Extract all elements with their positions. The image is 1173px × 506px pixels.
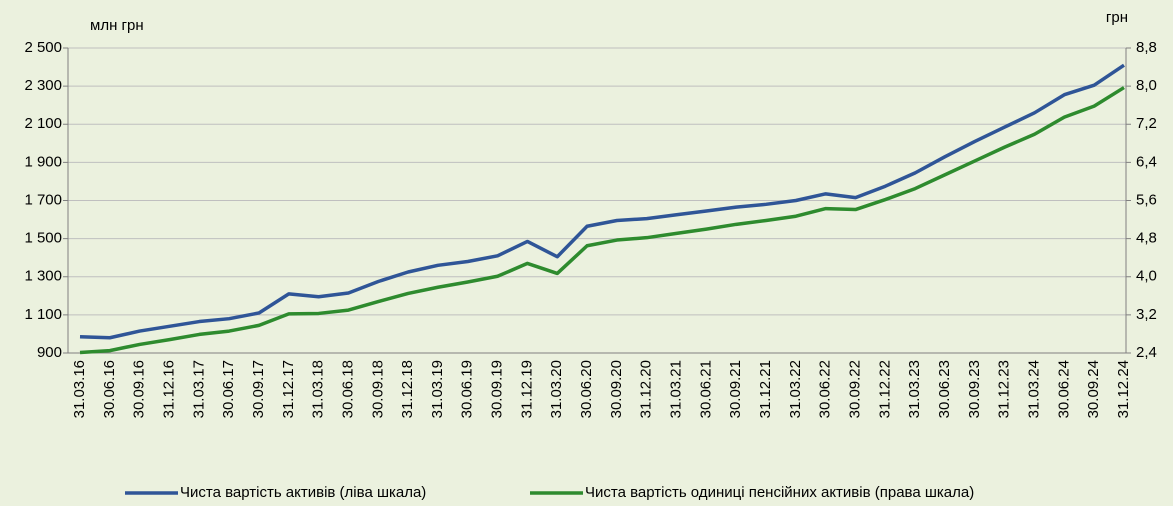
x-tick-label: 30.09.20 (608, 360, 625, 418)
y2-tick-label: 3,2 (1136, 306, 1157, 323)
x-tick-label: 30.09.19 (489, 360, 506, 418)
x-tick-label: 30.09.24 (1085, 360, 1102, 418)
x-tick-label: 31.12.21 (757, 360, 774, 418)
x-tick-label: 31.12.23 (996, 360, 1013, 418)
x-tick-label: 30.09.17 (250, 360, 267, 418)
y2-tick-label: 7,2 (1136, 115, 1157, 132)
x-tick-label: 31.03.21 (668, 360, 685, 418)
x-tick-label: 31.12.20 (638, 360, 655, 418)
x-tick-label: 31.03.17 (190, 360, 207, 418)
x-tick-label: 31.03.16 (71, 360, 88, 418)
x-tick-label: 31.03.24 (1025, 360, 1042, 418)
x-tick-label: 31.03.20 (548, 360, 565, 418)
x-tick-label: 31.03.22 (787, 360, 804, 418)
y-axis-label: млн грн (90, 17, 144, 34)
x-tick-label: 31.12.19 (518, 360, 535, 418)
y-tick-label: 900 (37, 344, 62, 361)
line (79, 63, 1125, 340)
x-tick-label: 31.12.16 (160, 360, 177, 418)
x-tick-label: 30.09.21 (727, 360, 744, 418)
line (79, 86, 1125, 355)
x-tick-label: 30.09.18 (369, 360, 386, 418)
x-tick-label: 30.06.17 (220, 360, 237, 418)
x-tick-label: 30.06.18 (339, 360, 356, 418)
x-tick-label: 30.06.20 (578, 360, 595, 418)
x-tick-label: 30.09.22 (847, 360, 864, 418)
x-tick-label: 30.06.19 (459, 360, 476, 418)
x-tick-label: 30.06.16 (101, 360, 118, 418)
x-tick-label: 30.09.23 (966, 360, 983, 418)
y2-tick-label: 6,4 (1136, 153, 1157, 170)
y-tick-label: 1 300 (24, 268, 62, 285)
y2-tick-label: 4,8 (1136, 230, 1157, 247)
y-tick-label: 1 100 (24, 306, 62, 323)
y-tick-label: 2 500 (24, 39, 62, 56)
y2-tick-label: 8,8 (1136, 39, 1157, 56)
x-tick-label: 31.12.22 (876, 360, 893, 418)
x-tick-label: 31.12.18 (399, 360, 416, 418)
y-tick-label: 1 900 (24, 153, 62, 170)
x-tick-label: 30.06.21 (697, 360, 714, 418)
y-tick-label: 1 500 (24, 230, 62, 247)
x-tick-label: 30.06.22 (817, 360, 834, 418)
x-tick-label: 30.06.23 (936, 360, 953, 418)
x-tick-label: 30.09.16 (131, 360, 148, 418)
x-tick-label: 30.06.24 (1055, 360, 1072, 418)
y2-axis-label: грн (1106, 9, 1128, 26)
y-tick-label: 1 700 (24, 191, 62, 208)
x-tick-label: 31.03.23 (906, 360, 923, 418)
y2-tick-label: 5,6 (1136, 191, 1157, 208)
x-tick-label: 31.12.24 (1115, 360, 1132, 418)
legend-label: Чиста вартість одиниці пенсійних активів… (585, 484, 974, 501)
y-tick-label: 2 300 (24, 77, 62, 94)
x-tick-label: 31.03.18 (310, 360, 327, 418)
x-tick-label: 31.03.19 (429, 360, 446, 418)
y2-tick-label: 4,0 (1136, 268, 1157, 285)
y2-tick-label: 2,4 (1136, 344, 1157, 361)
y-tick-label: 2 100 (24, 115, 62, 132)
legend-label: Чиста вартість активів (ліва шкала) (180, 484, 426, 501)
y2-tick-label: 8,0 (1136, 77, 1157, 94)
x-tick-label: 31.12.17 (280, 360, 297, 418)
